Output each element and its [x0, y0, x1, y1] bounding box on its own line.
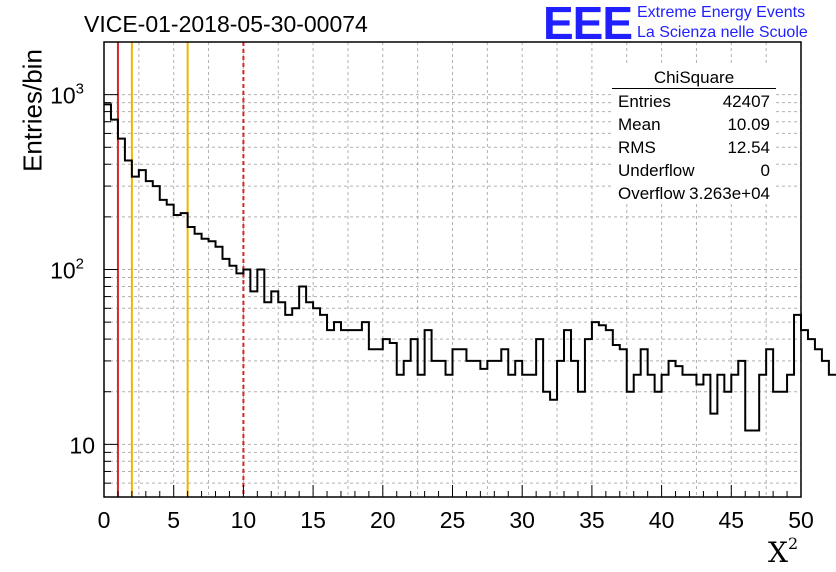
- grid-layer: [104, 42, 801, 497]
- y-tick-label: 10: [69, 432, 95, 458]
- stats-title: ChiSquare: [653, 68, 735, 87]
- x-tick-label: 50: [788, 507, 814, 533]
- stats-row: Mean 10.09: [618, 115, 770, 137]
- stats-key: RMS: [618, 138, 656, 157]
- logo-text-line1: Extreme Energy Events: [637, 4, 806, 21]
- stats-divider: [612, 88, 776, 89]
- x-tick-label: 25: [440, 507, 466, 533]
- stats-value: 3.263e+04: [689, 184, 770, 203]
- stats-value: 42407: [722, 92, 770, 111]
- histogram-line: [104, 103, 836, 432]
- tick-labels: 0 5 10 15 20 25 30 35 40 45 50 10 102 103: [50, 81, 814, 533]
- x-tick-label: 0: [98, 507, 111, 533]
- x-tick-label: 30: [509, 507, 535, 533]
- x-tick-label: 5: [167, 507, 180, 533]
- stats-value: 12.54: [727, 138, 770, 157]
- x-tick-label: 10: [231, 507, 257, 533]
- x-axis-label-exponent: 2: [787, 534, 799, 553]
- x-axis-label-base: X: [768, 536, 788, 569]
- y-tick-label: 103: [50, 81, 84, 109]
- x-tick-label: 15: [300, 507, 326, 533]
- stats-box: ChiSquare Entries 42407 Mean 10.09 RMS 1…: [612, 66, 776, 204]
- stats-row: Underflow 0: [618, 161, 770, 183]
- stats-key: Overflow: [618, 184, 686, 203]
- x-tick-label: 35: [579, 507, 605, 533]
- stats-value: 0: [760, 161, 770, 180]
- y-tick-label: 102: [50, 256, 84, 284]
- stats-key: Underflow: [618, 161, 695, 180]
- eee-logo-mark: EEE: [543, 0, 633, 49]
- stats-row: RMS 12.54: [618, 138, 770, 160]
- stats-key: Entries: [618, 92, 671, 111]
- chart-title: VICE-01-2018-05-30-00074: [84, 11, 368, 37]
- logo-text-line2: La Scienza nelle Scuole: [637, 24, 808, 41]
- axis-ticks: [103, 41, 802, 497]
- x-tick-label: 40: [649, 507, 675, 533]
- stats-key: Mean: [618, 115, 661, 134]
- x-tick-label: 20: [370, 507, 396, 533]
- stats-value: 10.09: [727, 115, 770, 134]
- x-tick-label: 45: [719, 507, 745, 533]
- y-axis-label: Entries/bin: [17, 49, 48, 172]
- stats-row: Entries 42407: [618, 92, 770, 114]
- x-axis-label: X2: [768, 534, 799, 569]
- stats-row: Overflow 3.263e+04: [618, 184, 770, 206]
